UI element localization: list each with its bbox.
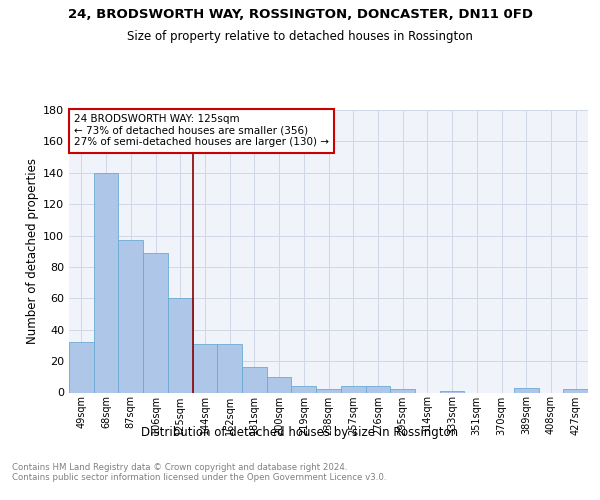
Bar <box>316 390 341 392</box>
Bar <box>69 342 94 392</box>
Bar <box>94 173 118 392</box>
Bar <box>118 240 143 392</box>
Bar <box>168 298 193 392</box>
Text: Distribution of detached houses by size in Rossington: Distribution of detached houses by size … <box>142 426 458 439</box>
Bar <box>341 386 365 392</box>
Text: 24, BRODSWORTH WAY, ROSSINGTON, DONCASTER, DN11 0FD: 24, BRODSWORTH WAY, ROSSINGTON, DONCASTE… <box>67 8 533 20</box>
Bar <box>143 253 168 392</box>
Bar <box>267 377 292 392</box>
Bar <box>242 368 267 392</box>
Bar <box>365 386 390 392</box>
Text: Contains HM Land Registry data © Crown copyright and database right 2024.
Contai: Contains HM Land Registry data © Crown c… <box>12 462 386 482</box>
Bar <box>193 344 217 393</box>
Bar <box>563 390 588 392</box>
Text: 24 BRODSWORTH WAY: 125sqm
← 73% of detached houses are smaller (356)
27% of semi: 24 BRODSWORTH WAY: 125sqm ← 73% of detac… <box>74 114 329 148</box>
Text: Size of property relative to detached houses in Rossington: Size of property relative to detached ho… <box>127 30 473 43</box>
Bar <box>440 391 464 392</box>
Bar <box>217 344 242 393</box>
Bar <box>514 388 539 392</box>
Bar <box>292 386 316 392</box>
Y-axis label: Number of detached properties: Number of detached properties <box>26 158 39 344</box>
Bar <box>390 390 415 392</box>
